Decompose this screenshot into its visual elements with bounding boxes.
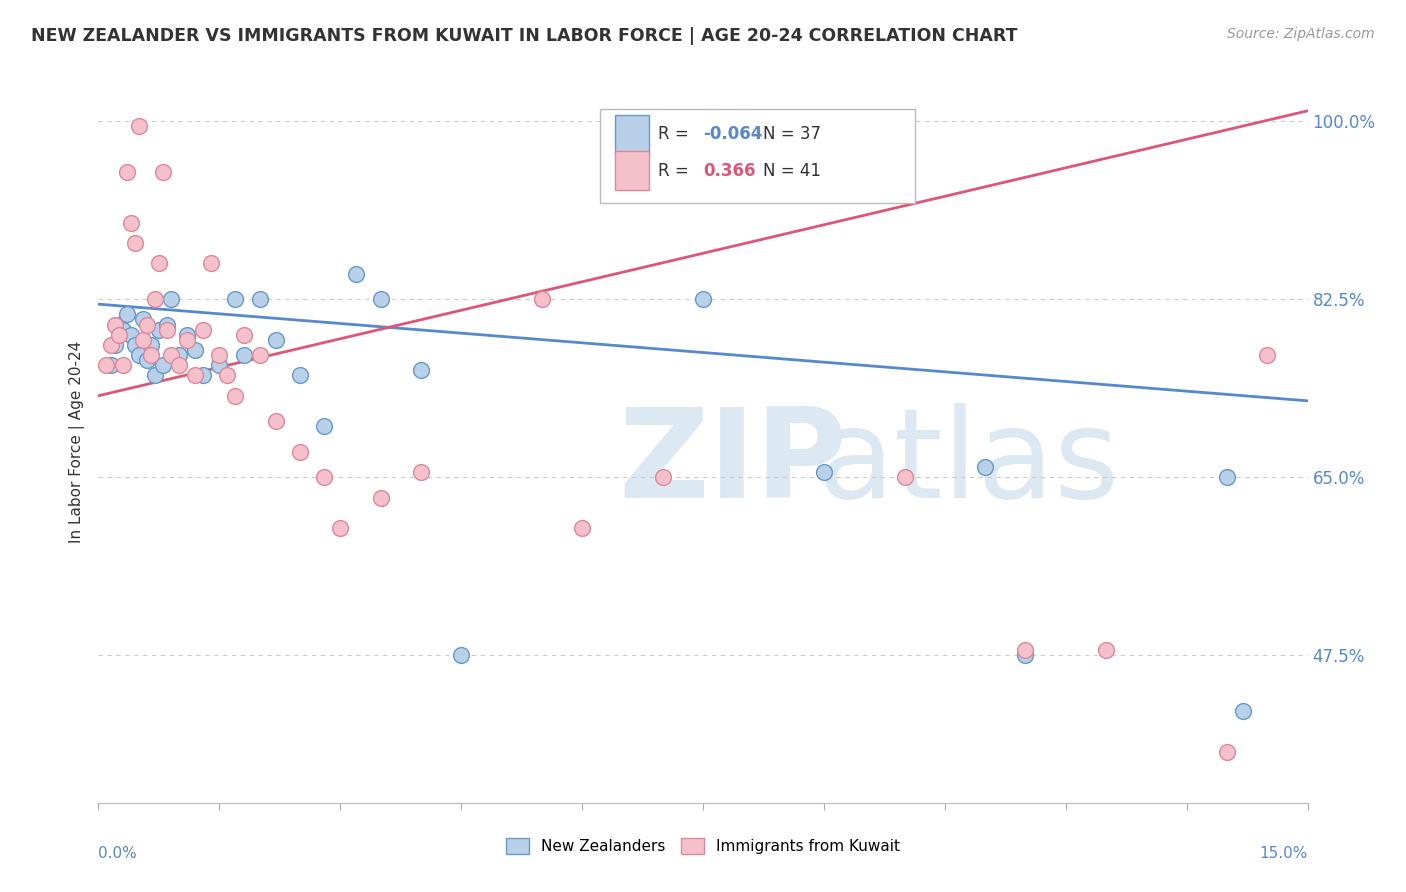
Point xyxy=(156,323,179,337)
Point xyxy=(139,348,162,362)
Point xyxy=(184,343,207,357)
Point xyxy=(120,327,142,342)
Point xyxy=(135,318,157,332)
Point xyxy=(249,292,271,306)
Point xyxy=(1095,643,1118,657)
Point xyxy=(344,267,367,281)
Point xyxy=(651,470,673,484)
Point xyxy=(893,470,915,484)
Point xyxy=(132,333,155,347)
Point xyxy=(160,292,183,306)
Point xyxy=(224,292,246,306)
Point xyxy=(152,358,174,372)
Point xyxy=(571,521,593,535)
Point xyxy=(148,323,170,337)
Point xyxy=(314,470,336,484)
Point xyxy=(193,323,215,337)
Legend: New Zealanders, Immigrants from Kuwait: New Zealanders, Immigrants from Kuwait xyxy=(501,832,905,860)
Bar xyxy=(614,151,648,191)
Point xyxy=(193,368,215,383)
Text: 0.366: 0.366 xyxy=(703,161,755,179)
Point xyxy=(370,292,392,306)
Point xyxy=(120,216,142,230)
Point xyxy=(208,358,231,372)
Point xyxy=(184,368,207,383)
Point xyxy=(135,353,157,368)
Point xyxy=(200,256,222,270)
Point xyxy=(115,165,138,179)
Point xyxy=(160,348,183,362)
Point xyxy=(124,338,146,352)
Point xyxy=(111,323,134,337)
Point xyxy=(409,363,432,377)
Point xyxy=(1014,643,1036,657)
Point xyxy=(409,465,432,479)
Point xyxy=(217,368,239,383)
Point xyxy=(96,358,118,372)
Point xyxy=(692,292,714,306)
Point xyxy=(100,338,122,352)
Point xyxy=(314,419,336,434)
Point xyxy=(288,444,311,458)
Point xyxy=(974,460,997,475)
Point xyxy=(107,327,129,342)
Point xyxy=(1232,704,1254,718)
Point xyxy=(176,333,198,347)
Point xyxy=(128,348,150,362)
Point xyxy=(148,256,170,270)
Point xyxy=(249,348,271,362)
Point xyxy=(103,318,125,332)
Point xyxy=(152,165,174,179)
Point xyxy=(132,312,155,326)
Point xyxy=(450,648,472,663)
Bar xyxy=(614,114,648,154)
Text: 0.0%: 0.0% xyxy=(98,847,138,861)
Point xyxy=(103,338,125,352)
Point xyxy=(1216,745,1239,759)
Text: -0.064: -0.064 xyxy=(703,126,762,144)
Point xyxy=(264,333,287,347)
Point xyxy=(208,348,231,362)
Point xyxy=(232,348,254,362)
Text: N = 41: N = 41 xyxy=(763,161,821,179)
Text: N = 37: N = 37 xyxy=(763,126,821,144)
Point xyxy=(176,327,198,342)
Point xyxy=(107,318,129,332)
Text: R =: R = xyxy=(658,126,695,144)
FancyBboxPatch shape xyxy=(600,109,915,203)
Text: ZIP: ZIP xyxy=(619,402,846,524)
Point xyxy=(139,338,162,352)
Point xyxy=(167,358,190,372)
Point xyxy=(1216,470,1239,484)
Point xyxy=(813,465,835,479)
Text: Source: ZipAtlas.com: Source: ZipAtlas.com xyxy=(1227,27,1375,41)
Point xyxy=(111,358,134,372)
Point xyxy=(224,389,246,403)
Point xyxy=(1014,648,1036,663)
Point xyxy=(288,368,311,383)
Text: atlas: atlas xyxy=(818,402,1121,524)
Point xyxy=(100,358,122,372)
Text: 15.0%: 15.0% xyxy=(1260,847,1308,861)
Point xyxy=(370,491,392,505)
Point xyxy=(329,521,352,535)
Text: NEW ZEALANDER VS IMMIGRANTS FROM KUWAIT IN LABOR FORCE | AGE 20-24 CORRELATION C: NEW ZEALANDER VS IMMIGRANTS FROM KUWAIT … xyxy=(31,27,1018,45)
Point xyxy=(156,318,179,332)
Text: R =: R = xyxy=(658,161,700,179)
Point xyxy=(128,119,150,133)
Point xyxy=(232,327,254,342)
Point xyxy=(1256,348,1278,362)
Point xyxy=(143,292,166,306)
Point xyxy=(124,236,146,251)
Y-axis label: In Labor Force | Age 20-24: In Labor Force | Age 20-24 xyxy=(69,341,86,542)
Point xyxy=(143,368,166,383)
Point xyxy=(167,348,190,362)
Point xyxy=(115,307,138,321)
Point xyxy=(530,292,553,306)
Point xyxy=(264,414,287,428)
